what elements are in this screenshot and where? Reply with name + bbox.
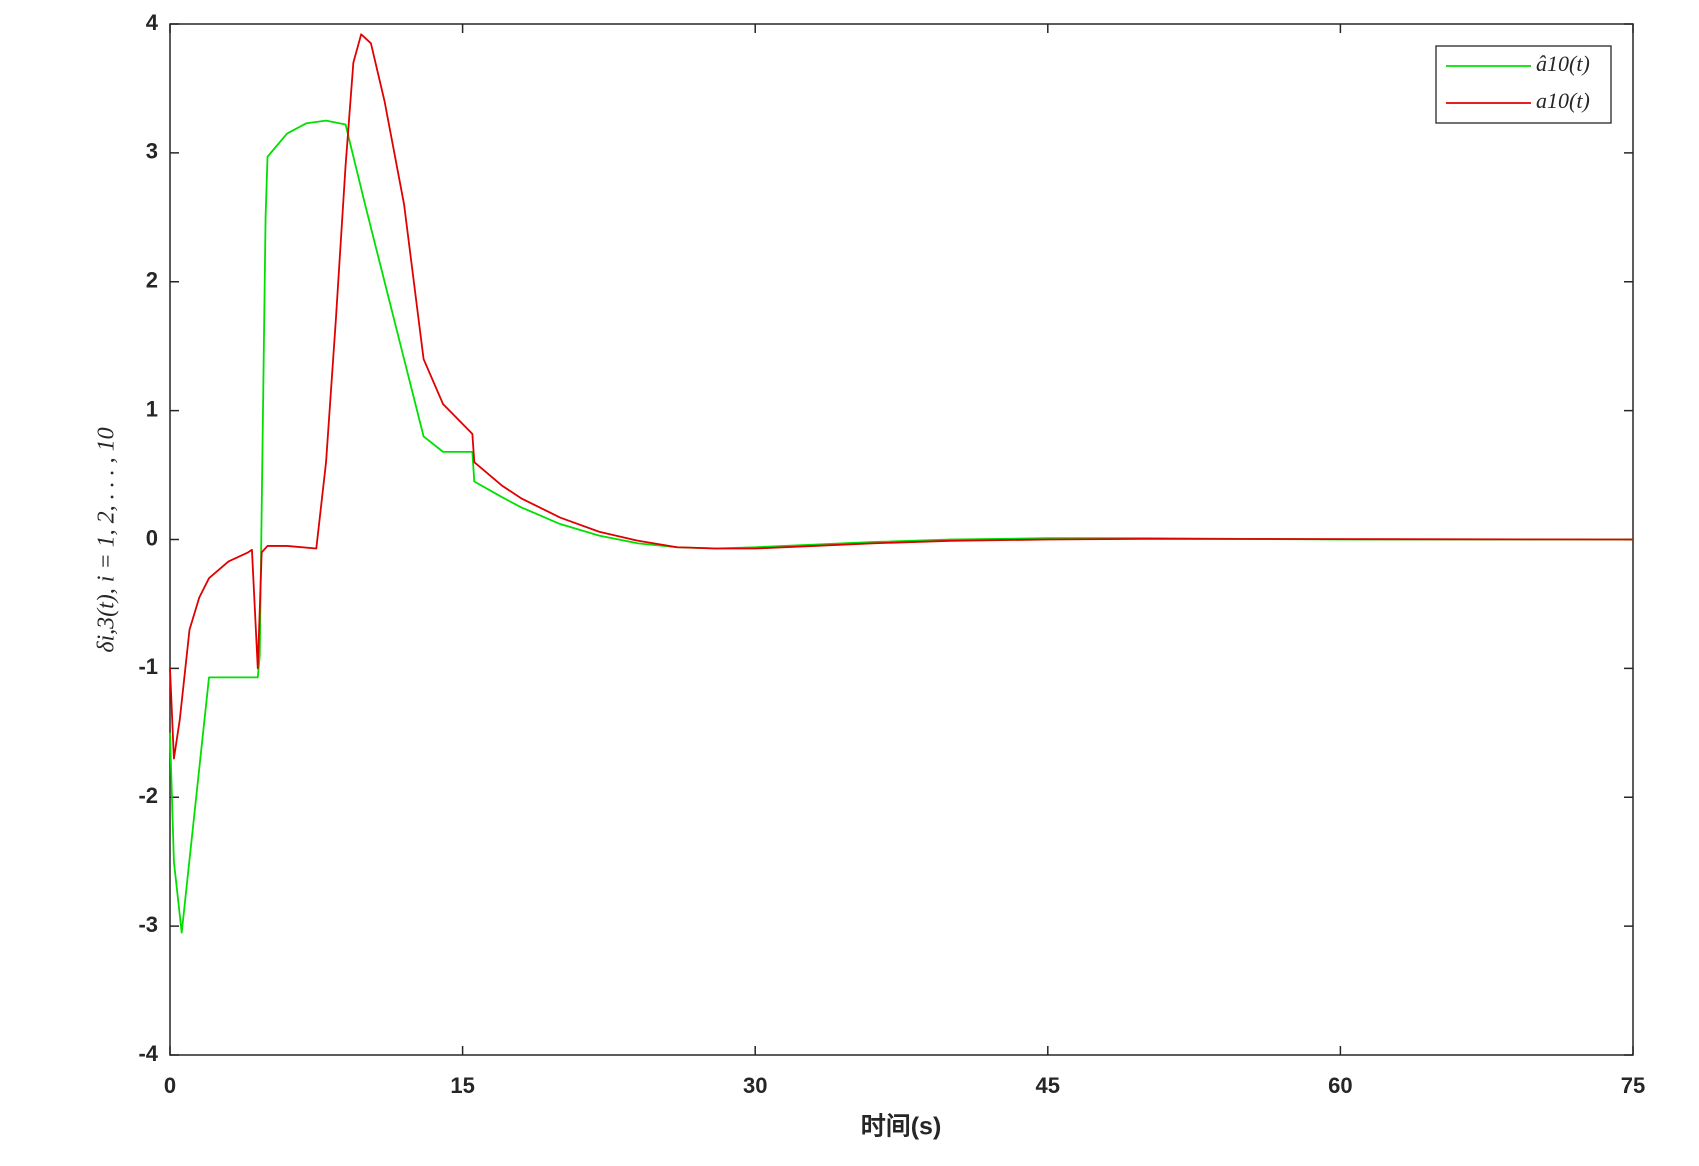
y-tick-label: 1	[146, 396, 158, 421]
y-tick-label: -1	[138, 654, 158, 679]
y-tick-label: -2	[138, 783, 158, 808]
x-tick-label: 75	[1621, 1073, 1645, 1098]
y-axis-label: δi,3(t), i = 1, 2, . . . , 10	[94, 427, 120, 652]
x-tick-label: 0	[164, 1073, 176, 1098]
legend-label: â10(t)	[1536, 51, 1590, 76]
x-tick-label: 15	[450, 1073, 474, 1098]
y-tick-label: 2	[146, 268, 158, 293]
x-tick-label: 30	[743, 1073, 767, 1098]
y-tick-label: 0	[146, 525, 158, 550]
y-tick-label: 3	[146, 139, 158, 164]
data-line	[169, 119, 1633, 934]
x-axis-label: 时间(s)	[861, 1113, 942, 1141]
legend-label: a10(t)	[1536, 88, 1590, 113]
y-tick-label: -4	[138, 1041, 158, 1066]
y-tick-label: 4	[146, 10, 159, 35]
data-line	[169, 33, 1634, 760]
legend-box	[1435, 45, 1612, 124]
x-tick-label: 60	[1328, 1073, 1352, 1098]
y-tick-label: -3	[138, 912, 158, 937]
x-tick-label: 45	[1036, 1073, 1060, 1098]
